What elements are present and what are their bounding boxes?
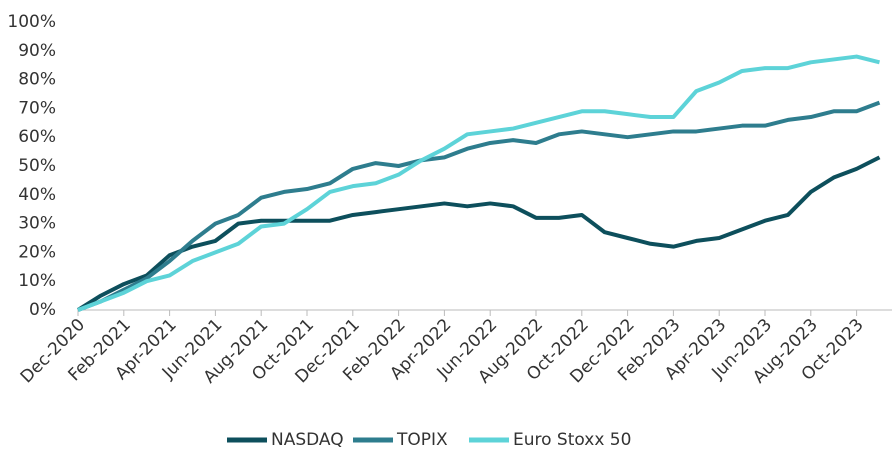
y-tick-label: 0% [29,300,56,320]
y-tick-label: 10% [18,271,56,291]
y-tick-label: 70% [18,98,56,118]
legend-label: Euro Stoxx 50 [513,430,631,450]
series-line [77,54,880,312]
legend-label: TOPIX [396,430,448,450]
y-tick-label: 50% [18,156,56,176]
y-tick-label: 80% [18,70,56,90]
y-tick-label: 90% [18,41,56,61]
y-tick-label: 60% [18,127,56,147]
y-tick-label: 30% [18,214,56,234]
legend-label: NASDAQ [271,430,344,450]
y-tick-label: 20% [18,242,56,262]
series-line [76,155,881,312]
y-tick-label: 40% [18,185,56,205]
series-line [77,100,881,312]
y-tick-label: 100% [7,12,56,32]
